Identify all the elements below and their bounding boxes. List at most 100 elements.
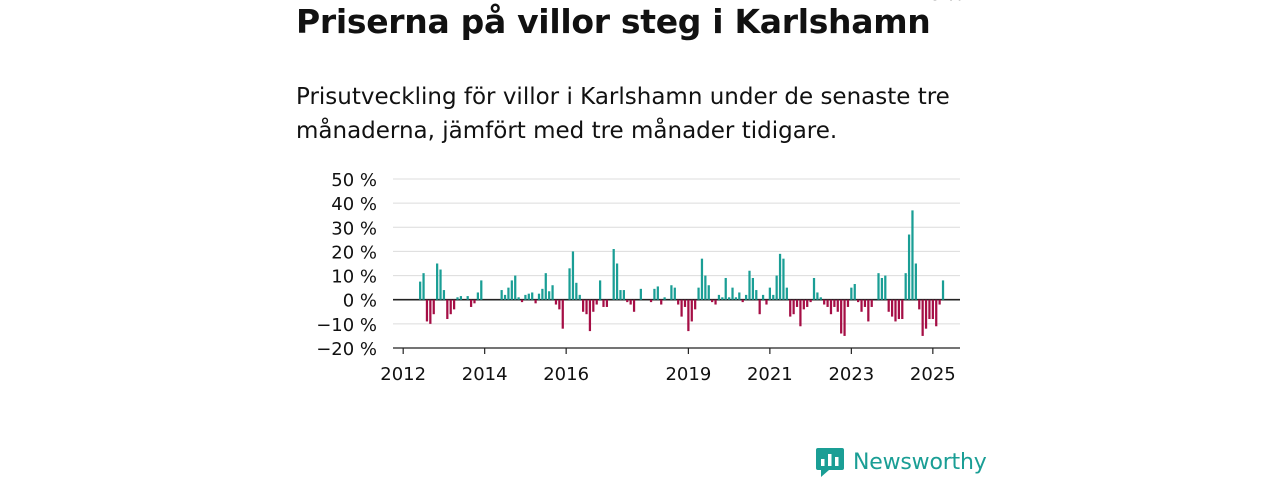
bar	[673, 287, 676, 300]
bar	[775, 275, 778, 300]
brand-name: Newsworthy	[853, 449, 987, 475]
bar	[632, 299, 636, 312]
bar	[449, 299, 452, 315]
bar	[860, 299, 863, 312]
bar	[772, 294, 775, 300]
bar	[466, 296, 469, 300]
bar	[823, 299, 826, 305]
bar	[422, 273, 425, 300]
bar	[656, 286, 659, 300]
bar	[683, 299, 687, 307]
bar	[548, 291, 551, 300]
bar	[704, 275, 707, 300]
bar	[884, 275, 887, 300]
bar	[510, 280, 513, 300]
bar	[894, 299, 897, 322]
bar	[595, 299, 598, 305]
last-value-label: 8 %	[929, 0, 963, 5]
bar	[469, 299, 473, 307]
bar	[537, 293, 541, 300]
bar	[935, 299, 938, 327]
y-tick-label: −20 %	[316, 339, 377, 360]
bar	[721, 297, 724, 300]
bar	[480, 280, 483, 300]
bar	[680, 299, 683, 317]
bar	[514, 275, 517, 300]
bar	[901, 299, 904, 320]
bar	[541, 288, 544, 300]
bar	[598, 280, 602, 300]
bar	[663, 297, 666, 300]
x-tick-label: 2025	[910, 364, 956, 385]
bar	[880, 277, 884, 300]
bar	[639, 288, 642, 300]
bar	[717, 294, 721, 300]
bar	[918, 299, 921, 310]
bar	[554, 299, 558, 305]
x-tick-label: 2014	[462, 364, 508, 385]
bar	[829, 299, 833, 315]
bar	[792, 299, 795, 315]
bar	[592, 299, 595, 312]
bar	[558, 299, 561, 310]
bar	[517, 297, 520, 300]
bar	[850, 287, 853, 300]
bar	[452, 299, 456, 310]
bar	[571, 251, 575, 300]
chart-title: Priserna på villor steg i Karlshamn	[296, 2, 931, 41]
bar	[446, 299, 449, 320]
bar	[500, 290, 503, 300]
bar	[524, 294, 527, 300]
bar	[911, 210, 914, 300]
bar	[649, 299, 653, 303]
bar	[857, 299, 860, 303]
bar	[734, 297, 738, 300]
bar	[629, 299, 632, 305]
x-axis: 2012 2014 2016 2019 2021 2023 2025	[380, 347, 960, 385]
bar	[843, 299, 846, 336]
bar	[846, 299, 850, 307]
bar	[795, 299, 799, 307]
bar	[755, 290, 758, 300]
bar	[653, 288, 656, 300]
bar	[432, 299, 435, 315]
newsworthy-logo-icon	[816, 448, 844, 477]
y-tick-label: 50 %	[331, 170, 377, 191]
annotations: 8 %	[929, 0, 963, 5]
bar	[503, 294, 507, 300]
bar	[473, 299, 476, 304]
bar	[887, 299, 890, 312]
bar	[819, 297, 822, 300]
bar	[758, 299, 761, 315]
bar	[714, 299, 717, 305]
bar	[588, 299, 592, 332]
bar	[904, 273, 907, 300]
x-tick-label: 2016	[543, 364, 589, 385]
bar	[582, 299, 585, 312]
bar	[751, 277, 755, 300]
bar	[941, 280, 945, 300]
bar	[738, 292, 741, 300]
bar	[660, 299, 663, 305]
bar	[442, 290, 446, 300]
bar	[690, 299, 693, 322]
bar	[768, 287, 771, 300]
bar	[907, 234, 911, 300]
bar	[568, 268, 571, 300]
bar	[619, 290, 622, 300]
bar	[897, 299, 901, 320]
bar	[615, 263, 619, 300]
y-tick-label: 0 %	[343, 291, 377, 312]
bar	[602, 299, 605, 307]
bar	[687, 299, 690, 332]
bar	[436, 263, 439, 300]
bar	[575, 282, 578, 300]
bar	[931, 299, 934, 320]
bar	[863, 299, 867, 307]
gridlines	[393, 178, 960, 349]
bar	[456, 297, 459, 300]
bar	[459, 296, 463, 300]
bar	[877, 273, 880, 300]
bar	[429, 299, 432, 324]
bar	[711, 299, 714, 303]
